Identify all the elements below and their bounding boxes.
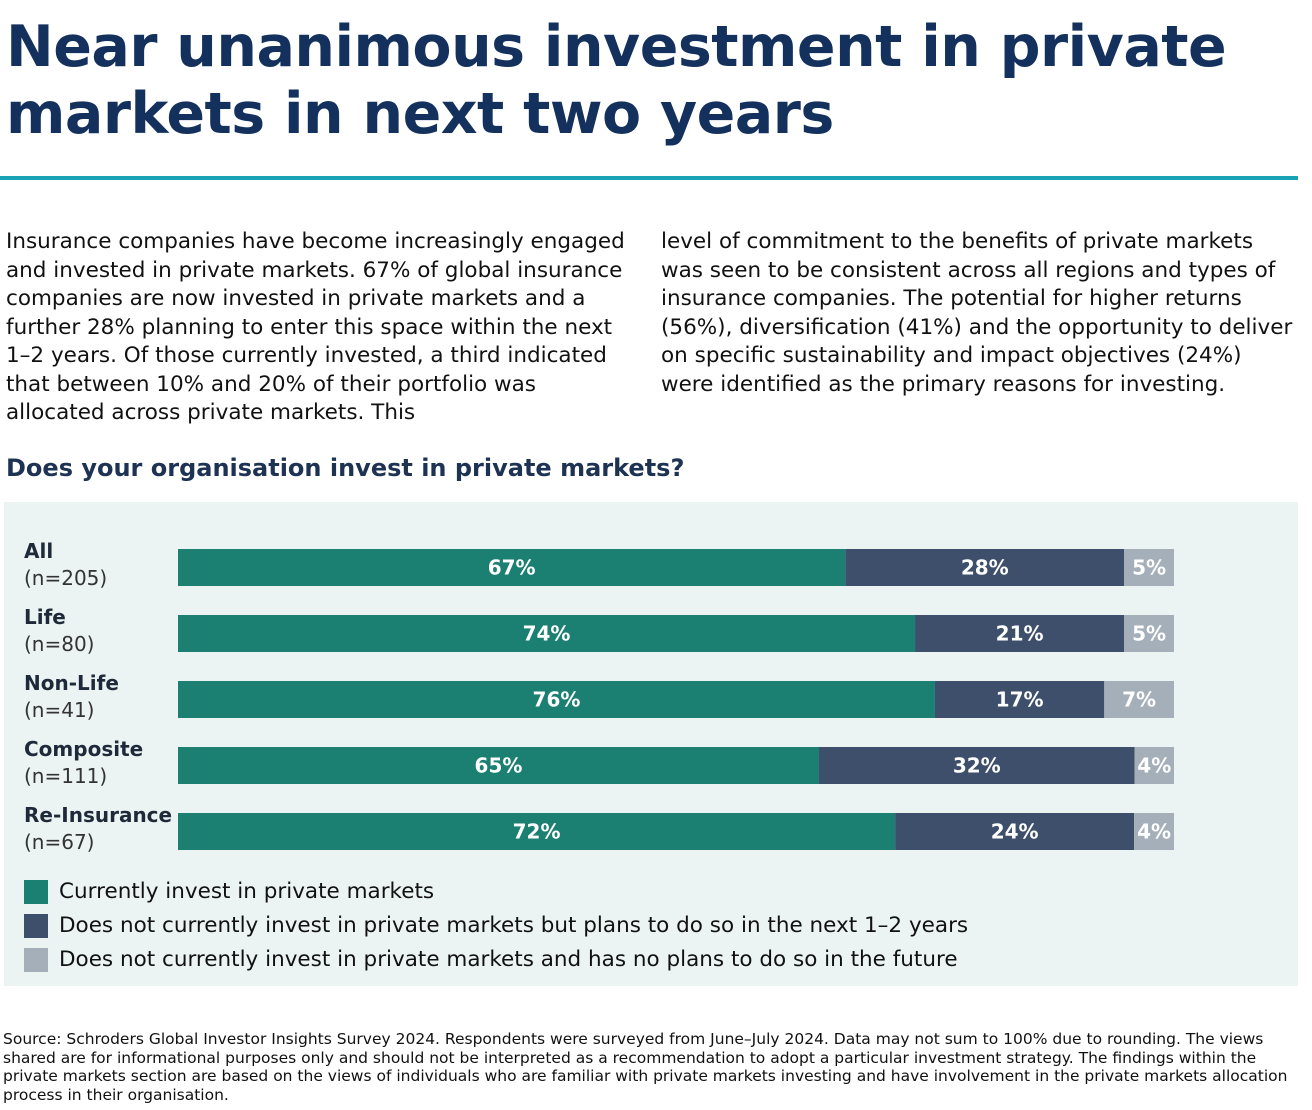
bar-segment [934, 681, 1105, 718]
category-sample-size: (n=67) [24, 830, 95, 854]
category-label: Life (n=80) [24, 604, 95, 658]
category-sample-size: (n=205) [24, 566, 108, 590]
category-sample-size: (n=80) [24, 632, 95, 656]
legend-label: Currently invest in private markets [59, 879, 435, 904]
intro-paragraph-left: Insurance companies have become increasi… [6, 229, 625, 425]
data-label: 32% [953, 754, 1001, 778]
legend-swatch [24, 914, 48, 938]
bar-segment [178, 615, 916, 652]
bar-segment [1104, 681, 1174, 718]
title-divider [0, 176, 1298, 180]
category-label: All (n=205) [24, 538, 107, 592]
data-label: 74% [523, 622, 571, 646]
bar-segment [818, 747, 1135, 784]
data-label: 65% [475, 754, 523, 778]
bar-segment [1134, 813, 1174, 850]
data-label: 76% [533, 688, 581, 712]
chart-heading: Does your organisation invest in private… [6, 454, 685, 482]
data-label: 28% [961, 556, 1009, 580]
category-name: Non-Life [24, 671, 119, 695]
category-sample-size: (n=41) [24, 698, 95, 722]
bar-segment [915, 615, 1125, 652]
data-label: 4% [1137, 820, 1171, 844]
data-label: 17% [996, 688, 1044, 712]
bar-segment [1134, 747, 1174, 784]
data-label: 21% [996, 622, 1044, 646]
bar-segment [178, 681, 935, 718]
category-name: Composite [24, 737, 144, 761]
category-label: Composite (n=111) [24, 736, 143, 790]
data-label: 5% [1132, 556, 1166, 580]
category-name: Re-Insurance [24, 803, 173, 827]
page-title: Near unanimous investment in private mar… [6, 14, 1227, 147]
bar-segment [178, 747, 819, 784]
category-name: All [24, 539, 54, 563]
data-label: 7% [1122, 688, 1156, 712]
legend-swatch [24, 948, 48, 972]
data-label: 24% [991, 820, 1039, 844]
category-sample-size: (n=111) [24, 764, 108, 788]
bar-segment [1124, 549, 1174, 586]
bar-segment [178, 813, 896, 850]
category-label: Non-Life (n=41) [24, 670, 119, 724]
bar-segment [895, 813, 1135, 850]
bar-segment [845, 549, 1125, 586]
legend-label: Does not currently invest in private mar… [59, 913, 969, 938]
bar-segment [1124, 615, 1174, 652]
category-label: Re-Insurance (n=67) [24, 802, 172, 856]
source-note: Source: Schroders Global Investor Insigh… [3, 1030, 1288, 1104]
bar-segment [178, 549, 846, 586]
category-name: Life [24, 605, 66, 629]
legend-swatch [24, 880, 48, 904]
data-label: 4% [1137, 754, 1171, 778]
data-label: 67% [488, 556, 536, 580]
data-label: 72% [513, 820, 561, 844]
legend-label: Does not currently invest in private mar… [59, 947, 958, 972]
intro-paragraph-right: level of commitment to the benefits of p… [661, 229, 1293, 397]
data-label: 5% [1132, 622, 1166, 646]
